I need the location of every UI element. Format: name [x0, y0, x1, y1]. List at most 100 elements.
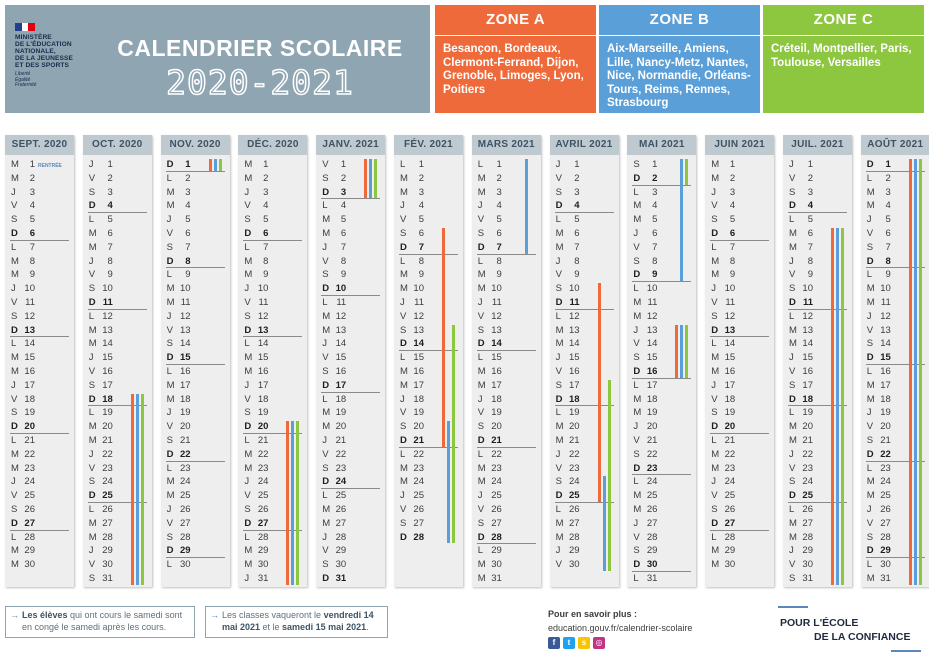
day-number: 25 [24, 490, 35, 502]
weekday-letter: M [244, 255, 253, 267]
weekday-letter: M [711, 545, 720, 557]
ministry-logo: MINISTÈRE DE L'ÉDUCATION NATIONALE, DE L… [15, 23, 100, 89]
day-number: 2 [807, 172, 813, 184]
weekday-letter: V [88, 559, 96, 571]
week-separator [865, 557, 925, 559]
day-row: M 25 [167, 489, 191, 502]
weekday-letter: D [789, 200, 796, 212]
day-number: 9 [185, 269, 191, 281]
weekday-letter: V [555, 462, 562, 474]
day-number: 12 [102, 310, 113, 322]
instagram-icon[interactable]: ◎ [593, 637, 605, 649]
day-number: 17 [880, 379, 891, 391]
weekday-letter: D [477, 241, 485, 253]
weekday-letter: M [866, 490, 875, 502]
weekday-letter: V [244, 297, 251, 308]
holiday-bar-zone-c [841, 228, 844, 585]
day-number: 16 [257, 366, 269, 377]
weekday-letter: L [711, 338, 717, 350]
day-row: L 21 [11, 434, 35, 447]
day-row: V 11 [244, 296, 268, 309]
weekday-letter: D [88, 393, 96, 405]
weekday-letter: J [88, 352, 94, 364]
day-number: 25 [335, 490, 347, 502]
weekday-letter: L [633, 379, 639, 391]
day-row: M 24 [400, 475, 424, 488]
week-separator [710, 529, 770, 531]
weekday-letter: D [322, 476, 330, 488]
weekday-letter: J [789, 545, 794, 557]
day-number: 7 [29, 241, 35, 253]
day-row: J 22 [789, 448, 813, 461]
twitter-icon[interactable]: t [563, 637, 575, 649]
weekday-letter: J [866, 214, 872, 226]
weekday-letter: D [866, 545, 874, 557]
weekday-letter: D [477, 531, 485, 543]
day-row: L 14 [244, 337, 268, 350]
day-number: 19 [724, 407, 736, 419]
day-row: M 10 [867, 282, 891, 295]
week-separator [87, 502, 147, 503]
day-row: V 30 [789, 558, 813, 571]
day-row: S 24 [556, 475, 580, 488]
weekday-letter: V [711, 490, 718, 502]
day-number: 11 [491, 297, 502, 308]
day-row: D 20 [711, 420, 735, 433]
weekday-letter: M [555, 517, 564, 529]
day-number: 5 [496, 214, 502, 226]
weekday-letter: M [166, 200, 175, 212]
weekday-letter: M [633, 504, 642, 515]
day-row: V 26 [400, 503, 424, 516]
weekday-letter: J [711, 283, 716, 295]
day-number: 20 [491, 421, 502, 433]
weekday-letter: S [789, 476, 796, 488]
weekday-letter: V [633, 531, 640, 543]
weekday-letter: S [789, 573, 796, 584]
day-row: M 14 [89, 337, 113, 350]
week-separator [710, 239, 770, 241]
weekday-letter: V [555, 366, 562, 377]
day-row: D 11 [789, 296, 813, 309]
weekday-letter: D [555, 393, 563, 405]
weekday-letter: L [166, 366, 172, 377]
weekday-letter: V [711, 393, 718, 405]
week-separator [788, 502, 847, 503]
weekday-letter: M [789, 338, 797, 350]
weekday-letter: M [477, 476, 486, 488]
weekday-letter: V [477, 407, 485, 419]
day-number: 19 [646, 407, 658, 419]
slogan-line-2: DE LA CONFIANCE [814, 631, 911, 643]
day-row: V 12 [478, 310, 502, 323]
day-row: V 16 [556, 365, 580, 378]
day-number: 30 [569, 559, 580, 571]
day-row: D 25 [556, 489, 580, 502]
weekday-letter: M [11, 255, 19, 267]
weekday-letter: M [322, 421, 331, 433]
day-number: 25 [180, 490, 191, 502]
day-number: 25 [413, 490, 424, 502]
weekday-letter: V [88, 172, 96, 184]
weekday-letter: D [244, 228, 252, 239]
day-number: 21 [646, 435, 658, 446]
weekday-letter: J [789, 255, 794, 267]
day-number: 16 [413, 366, 424, 377]
day-number: 18 [413, 393, 424, 405]
snapchat-icon[interactable]: s [578, 637, 590, 649]
weekday-letter: S [166, 531, 173, 543]
facebook-icon[interactable]: f [548, 637, 560, 649]
more-info-link[interactable]: education.gouv.fr/calendrier-scolaire [548, 623, 693, 633]
day-number: 17 [802, 379, 813, 391]
zone-b-title: ZONE B [649, 11, 710, 28]
weekday-letter: L [88, 214, 95, 226]
